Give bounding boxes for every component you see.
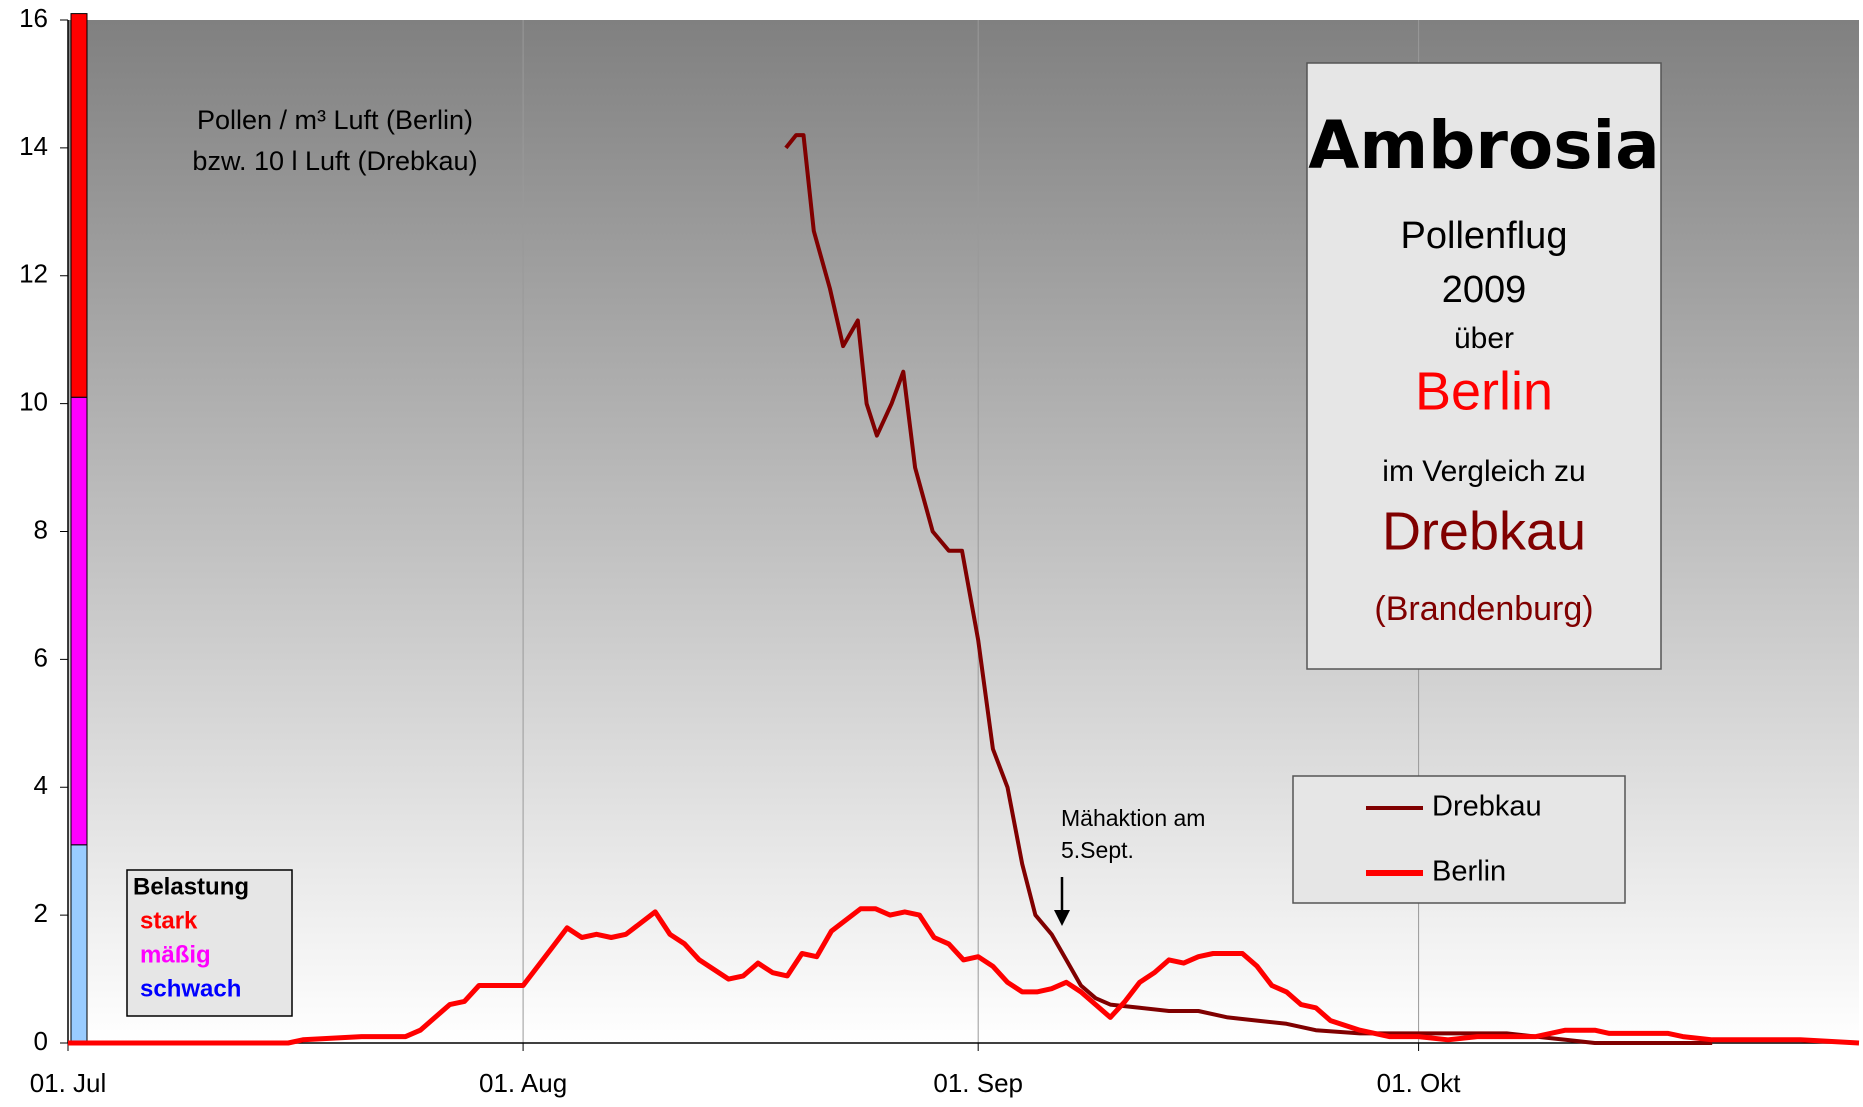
chart-title: Ambrosia [1308, 107, 1659, 184]
x-tick-label: 01. Aug [479, 1068, 567, 1098]
legend-label: Drebkau [1432, 791, 1542, 823]
y-axis-label: Pollen / m³ Luft (Berlin) [197, 105, 473, 135]
comparison: im Vergleich zu [1382, 455, 1585, 488]
title-box [1306, 62, 1662, 670]
band [70, 13, 88, 398]
band [70, 396, 88, 846]
x-tick-label: 01. Sep [933, 1068, 1023, 1098]
bands-legend-label: mäßig [140, 941, 211, 968]
y-tick-label: 16 [19, 3, 48, 33]
subtitle: 2009 [1442, 269, 1527, 311]
city2: Drebkau [1382, 501, 1586, 561]
y-tick-label: 12 [19, 259, 48, 289]
bands-legend-label: schwach [140, 975, 241, 1002]
bands-legend-label: stark [140, 907, 198, 934]
y-tick-label: 14 [19, 131, 48, 161]
y-tick-label: 6 [34, 642, 48, 672]
x-tick-label: 01. Okt [1377, 1068, 1462, 1098]
annotation-arrowhead [1054, 910, 1070, 926]
legend-box [1292, 775, 1626, 904]
band [70, 844, 88, 1044]
city: Berlin [1415, 361, 1553, 421]
subtitle: über [1454, 322, 1514, 355]
subtitle: Pollenflug [1401, 215, 1568, 257]
y-tick-label: 8 [34, 514, 48, 544]
y-tick-label: 2 [34, 898, 48, 928]
legend-label: Berlin [1432, 856, 1506, 888]
x-tick-label: 01. Jul [30, 1068, 107, 1098]
y-axis-label: bzw. 10 l Luft (Drebkau) [192, 146, 477, 176]
annotation: 5.Sept. [1061, 837, 1134, 863]
region: (Brandenburg) [1374, 590, 1593, 628]
series-line [68, 906, 1860, 1046]
annotation: Mähaktion am [1061, 805, 1205, 831]
y-tick-label: 4 [34, 770, 48, 800]
series-line [784, 133, 1713, 1045]
bands-legend-box [126, 869, 293, 1017]
y-tick-label: 0 [34, 1026, 48, 1056]
bands-legend-title: Belastung [133, 873, 249, 900]
y-tick-label: 10 [19, 387, 48, 417]
